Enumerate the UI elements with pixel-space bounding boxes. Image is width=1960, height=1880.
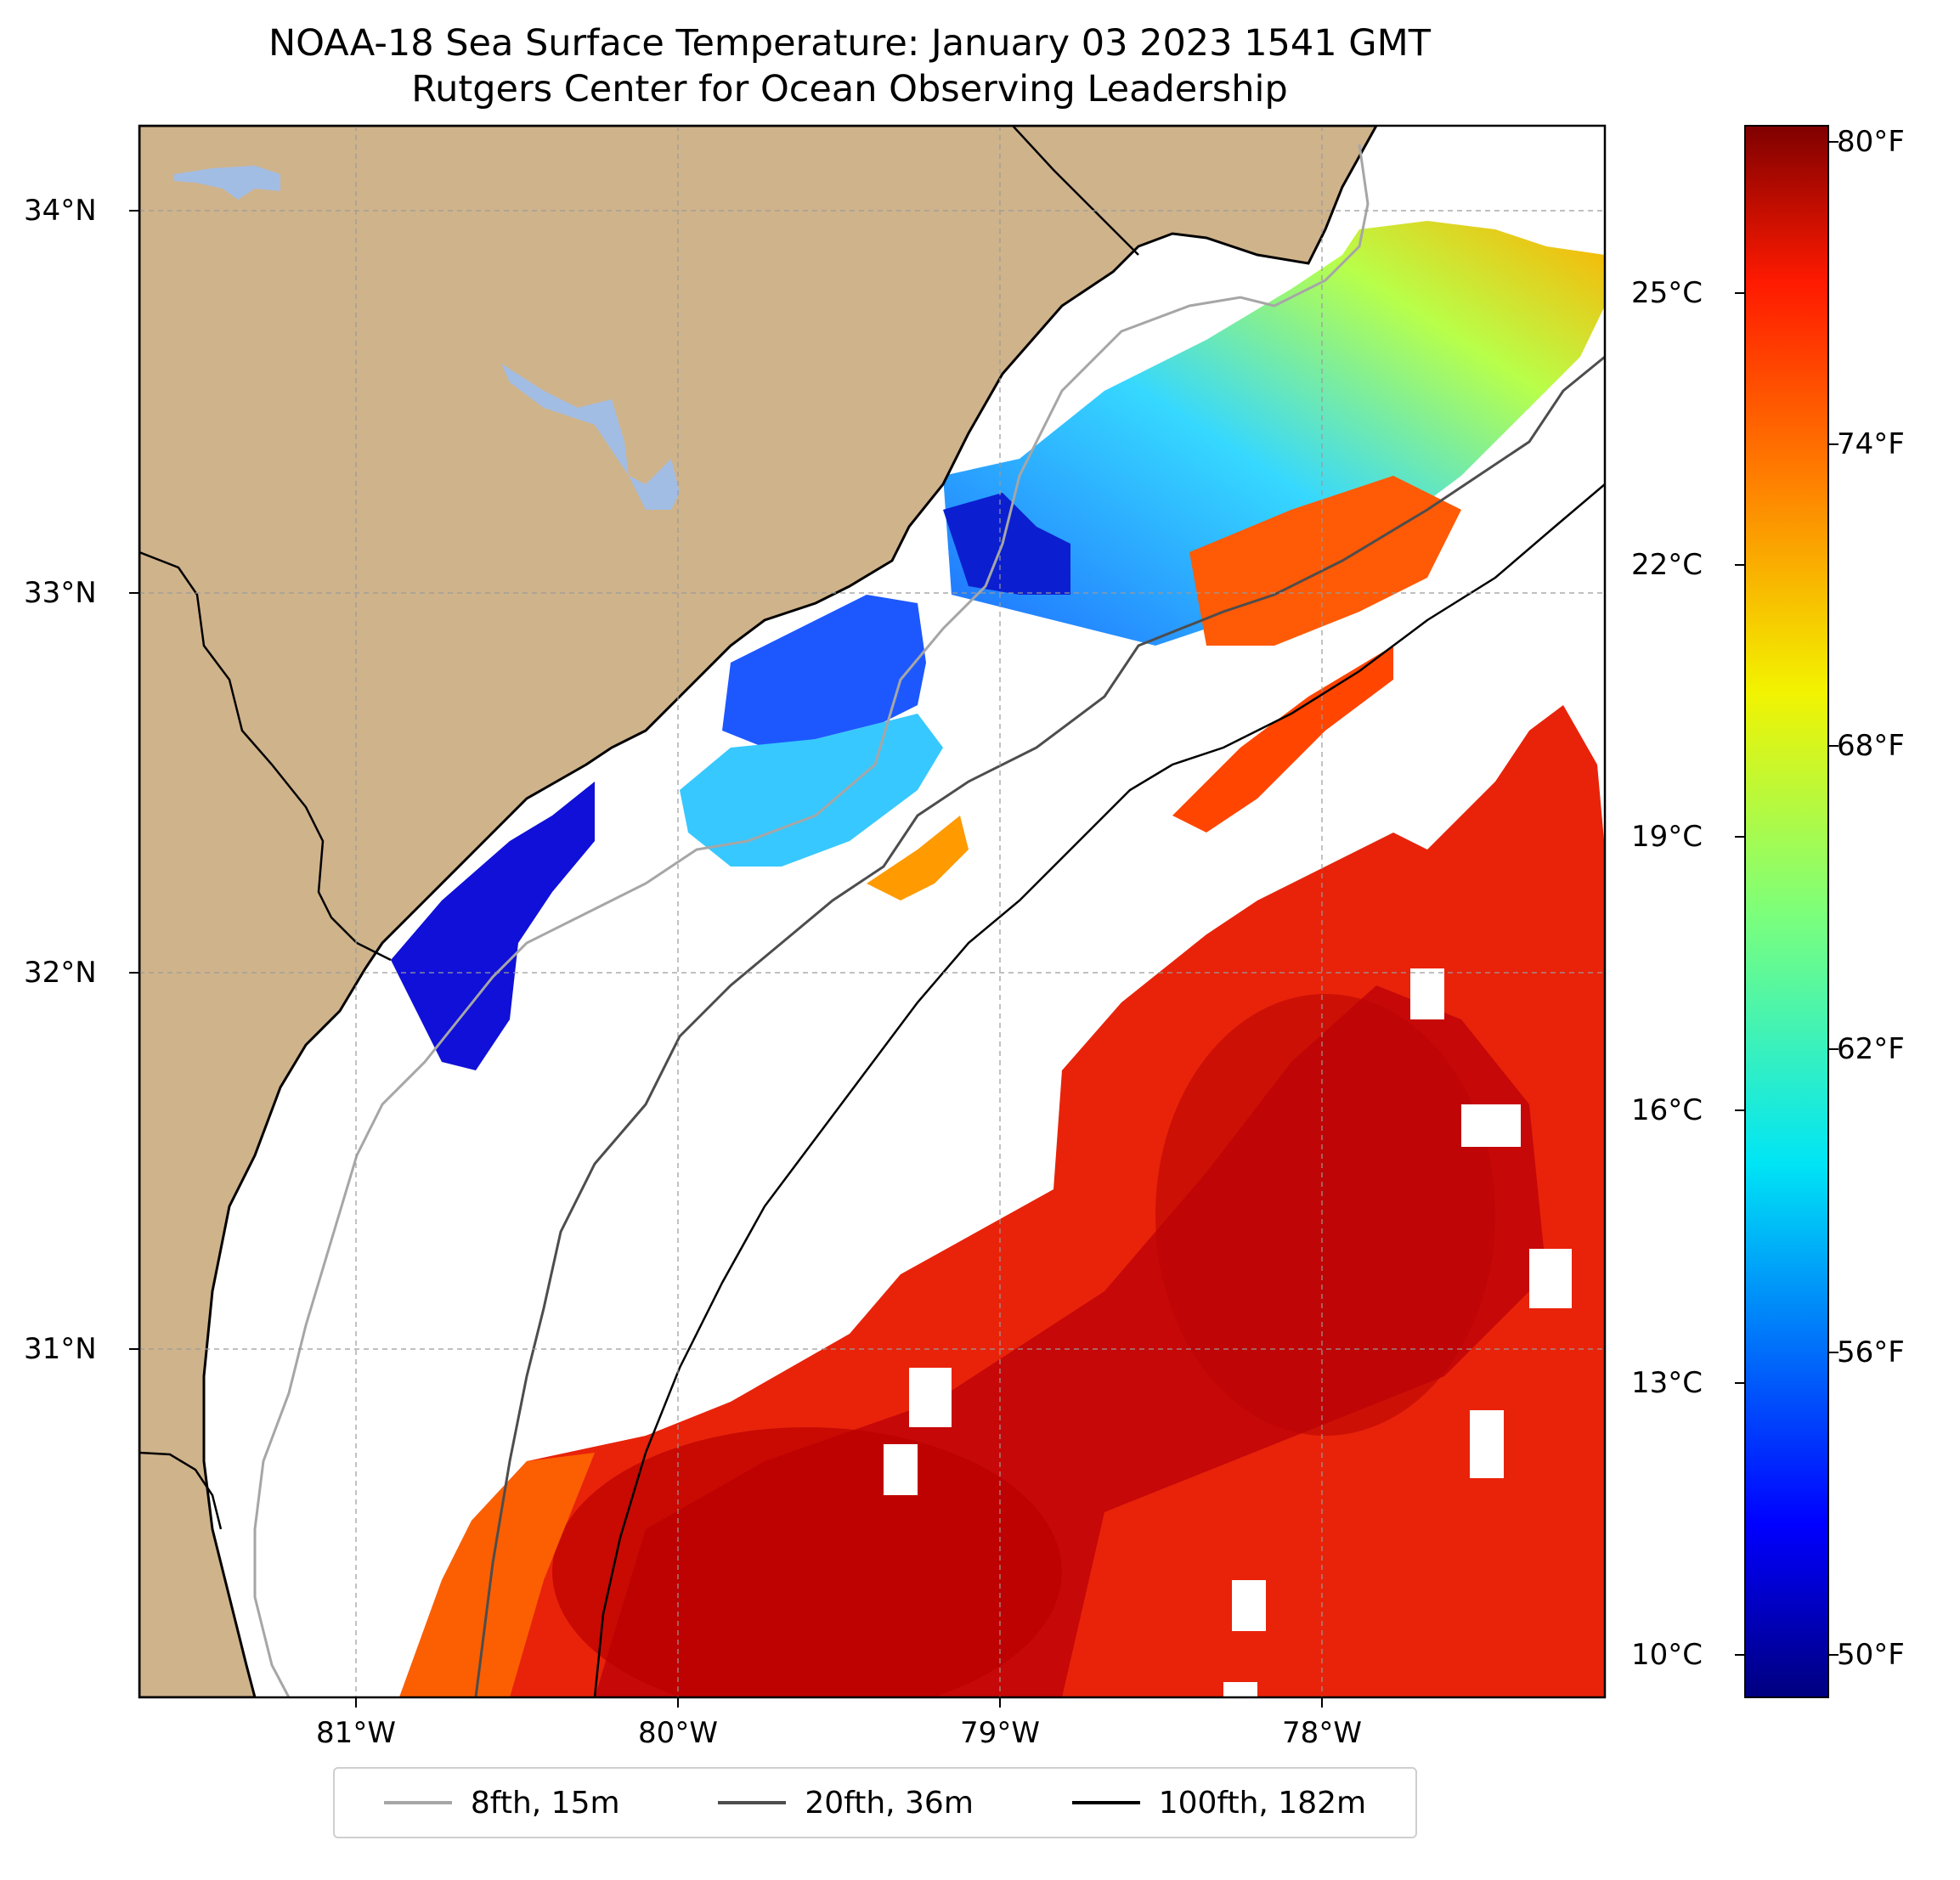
sst-shelf-warm-band (1189, 476, 1461, 646)
legend-swatch (1071, 1801, 1140, 1804)
isobath-20fth (474, 355, 1605, 1697)
map-title: NOAA-18 Sea Surface Temperature: January… (268, 22, 1431, 65)
lakes (174, 166, 680, 510)
legend-label: 8fth, 15m (470, 1785, 620, 1821)
y-tick-label: 34°N (24, 194, 97, 228)
colorbar-celsius-label: 25°C (1631, 276, 1703, 310)
colorbar-ticks (1735, 141, 1839, 1656)
cloud-gaps (884, 968, 1572, 1697)
sst-warm-core-2 (552, 1427, 1062, 1697)
land-area (139, 126, 1378, 1697)
colorbar-celsius-label: 19°C (1631, 820, 1703, 854)
colorbar (1744, 125, 1829, 1698)
colorbar-celsius-label: 16°C (1631, 1093, 1703, 1127)
x-tick-label: 79°W (960, 1716, 1040, 1750)
legend-label: 20fth, 36m (805, 1785, 974, 1821)
colorbar-celsius-label: 13°C (1631, 1366, 1703, 1400)
legend-swatch (718, 1801, 787, 1804)
legend-item-100fth: 100fth, 182m (1071, 1785, 1367, 1821)
sst-warm-edge (399, 1453, 595, 1697)
legend-item-20fth: 20fth, 36m (718, 1786, 974, 1821)
sst-cold-inshore-1 (943, 493, 1070, 595)
colorbar-fahrenheit-label: 56°F (1837, 1335, 1905, 1369)
y-tick-label: 31°N (24, 1332, 97, 1366)
legend-item-8fth: 8fth, 15m (383, 1785, 620, 1821)
state-borders (139, 126, 1139, 1530)
sst-offshore-patch (867, 816, 969, 900)
colorbar-fahrenheit-label: 62°F (1837, 1032, 1905, 1066)
sst-offshore-band (1172, 646, 1393, 833)
x-tick-label: 80°W (638, 1716, 718, 1750)
axis-ticks (129, 210, 1323, 1708)
colorbar-fahrenheit-label: 68°F (1837, 729, 1905, 763)
x-tick-label: 78°W (1282, 1716, 1362, 1750)
colorbar-fahrenheit-label: 74°F (1837, 427, 1905, 461)
sst-mid-inshore (680, 714, 943, 867)
sst-cold-inshore-2 (722, 595, 926, 748)
legend-label: 100fth, 182m (1158, 1785, 1367, 1821)
colorbar-fahrenheit-label: 80°F (1837, 125, 1905, 159)
graticule (139, 126, 1605, 1697)
legend-swatch (383, 1801, 452, 1804)
isobath-100fth (593, 483, 1605, 1697)
colorbar-celsius-label: 10°C (1631, 1638, 1703, 1672)
x-tick-label: 81°W (316, 1716, 396, 1750)
sst-shelf-cool-region (943, 221, 1605, 646)
isobath-legend: 8fth, 15m 20fth, 36m 100fth, 182m (333, 1767, 1417, 1838)
isobath-8fth (253, 144, 1370, 1697)
y-tick-label: 33°N (24, 576, 97, 610)
colorbar-fahrenheit-label: 50°F (1837, 1638, 1905, 1672)
map-frame (138, 124, 1607, 1699)
map-subtitle: Rutgers Center for Ocean Observing Leade… (411, 68, 1288, 110)
sst-warm-core-3 (1155, 994, 1495, 1436)
y-tick-label: 32°N (24, 956, 97, 990)
sst-cold-inshore-3 (391, 782, 595, 1070)
colorbar-celsius-label: 22°C (1631, 548, 1703, 582)
